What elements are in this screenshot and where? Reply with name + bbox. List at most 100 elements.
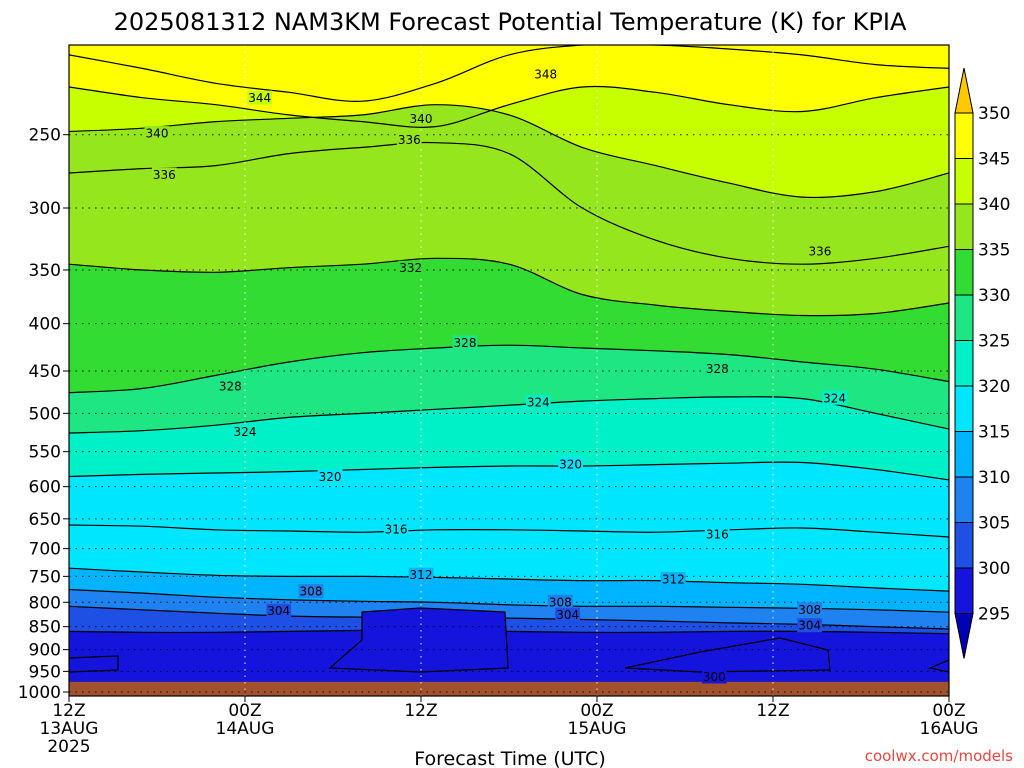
low-theta-pocket bbox=[328, 607, 509, 673]
contour-label-bg bbox=[408, 567, 434, 582]
isentrope-328 bbox=[69, 344, 949, 394]
colorbar-label: 310 bbox=[978, 468, 1010, 488]
contour-label-bg bbox=[398, 260, 424, 275]
low-theta-pocket bbox=[624, 637, 831, 673]
y-tick-label: 900 bbox=[29, 641, 61, 661]
contour-label: 312 bbox=[410, 568, 433, 582]
contour-label-bg bbox=[151, 167, 177, 182]
colorbar-segment bbox=[954, 158, 974, 205]
isentrope-320 bbox=[69, 461, 949, 481]
colorbar-label: 300 bbox=[978, 559, 1010, 579]
colorbar-segment bbox=[954, 203, 974, 250]
contour-label: 308 bbox=[549, 595, 572, 609]
x-tick-label: 00Z bbox=[932, 701, 965, 721]
contour-label: 312 bbox=[662, 573, 685, 587]
isentrope-312 bbox=[69, 567, 949, 592]
contour-label: 324 bbox=[234, 425, 257, 439]
colorbar: 350 345 340 335 330 325 320 315 310 305 300 295 bbox=[954, 67, 1010, 659]
contour-label-bg bbox=[558, 456, 583, 471]
contour-label: 340 bbox=[410, 112, 433, 126]
contour-label-bg bbox=[266, 603, 292, 618]
contour-label-bg bbox=[217, 378, 243, 393]
y-tick-label: 250 bbox=[29, 126, 61, 146]
colorbar-segment bbox=[954, 340, 974, 387]
contour-label: 328 bbox=[706, 362, 729, 376]
contour-label: 304 bbox=[556, 608, 579, 622]
isentrope-348 bbox=[69, 45, 949, 102]
contour-label-bg bbox=[144, 126, 170, 141]
contour-label-bg bbox=[555, 607, 581, 622]
y-tick-label: 600 bbox=[29, 478, 61, 498]
isentrope-340 bbox=[69, 104, 949, 199]
contour-label: 332 bbox=[399, 261, 422, 275]
colorbar-label: 330 bbox=[978, 286, 1010, 306]
contour-label-bg bbox=[232, 424, 258, 439]
contour-label-bg bbox=[807, 244, 833, 259]
contour-label: 320 bbox=[559, 457, 582, 471]
y-tick-label: 650 bbox=[29, 510, 61, 530]
contour-label-bg bbox=[797, 618, 823, 633]
theta-band bbox=[69, 462, 949, 537]
x-tick-label: 2025 bbox=[47, 737, 90, 757]
grid-lines bbox=[69, 45, 949, 696]
contour-label-bg bbox=[822, 390, 847, 405]
contour-labels: 348 344 340 340 336 336 336 332 328 328 328 324 324 3… bbox=[144, 67, 847, 684]
colorbar-segment bbox=[954, 522, 974, 569]
chart-title: 2025081312 NAM3KM Forecast Potential Tem… bbox=[114, 8, 907, 36]
colorbar-segment bbox=[954, 431, 974, 478]
colorbar-label: 350 bbox=[978, 104, 1010, 124]
colorbar-bottom-arrow bbox=[954, 613, 974, 659]
isentrope-336 bbox=[69, 141, 949, 265]
contour-label: 316 bbox=[385, 523, 408, 537]
y-tick-label: 1000 bbox=[18, 683, 61, 703]
contour-label: 308 bbox=[300, 585, 323, 599]
contour-label-bg bbox=[396, 132, 422, 147]
low-theta-pocket bbox=[927, 659, 949, 673]
theta-band bbox=[69, 104, 949, 265]
low-theta-pockets bbox=[69, 607, 949, 673]
y-tick-label: 550 bbox=[29, 443, 61, 463]
y-axis: 250 300 350 400 450 500 550 600 650 700 750 800 850 9… bbox=[18, 126, 69, 703]
theta-band bbox=[69, 606, 949, 634]
contour-label-bg bbox=[704, 361, 730, 376]
theta-band bbox=[69, 525, 949, 592]
contour-label: 328 bbox=[454, 336, 477, 350]
contour-label: 336 bbox=[153, 168, 176, 182]
x-tick-label: 12Z bbox=[756, 701, 789, 721]
contour-label-bg bbox=[452, 335, 478, 350]
y-tick-label: 350 bbox=[29, 261, 61, 281]
contour-label-bg bbox=[660, 572, 686, 587]
x-tick-label: 15AUG bbox=[568, 719, 627, 739]
colorbar-top-arrow bbox=[954, 67, 974, 114]
y-tick-label: 800 bbox=[29, 593, 61, 613]
colorbar-label: 340 bbox=[978, 195, 1010, 215]
colorbar-label: 295 bbox=[978, 605, 1010, 625]
contour-label: 300 bbox=[703, 670, 726, 684]
isentrope-316 bbox=[69, 524, 949, 538]
contour-label: 348 bbox=[534, 68, 557, 82]
colorbar-label: 345 bbox=[978, 150, 1010, 170]
contour-label: 344 bbox=[248, 91, 271, 105]
theta-band bbox=[69, 142, 949, 316]
contour-label-bg bbox=[317, 469, 343, 484]
colorbar-segment bbox=[954, 249, 974, 296]
contour-label-bg bbox=[533, 67, 559, 82]
colorbar-segment bbox=[954, 385, 974, 432]
ground-fill bbox=[69, 681, 949, 696]
y-tick-label: 300 bbox=[29, 199, 61, 219]
contour-label: 316 bbox=[706, 527, 729, 541]
isentrope-332 bbox=[69, 257, 949, 317]
x-tick-label: 13AUG bbox=[40, 719, 99, 739]
y-tick-label: 400 bbox=[29, 315, 61, 335]
theta-fill bbox=[69, 45, 949, 696]
x-tick-label: 12Z bbox=[52, 701, 85, 721]
x-axis-title: Forecast Time (UTC) bbox=[414, 748, 605, 768]
x-tick-label: 14AUG bbox=[216, 719, 275, 739]
theta-band bbox=[69, 568, 949, 613]
isentrope-324 bbox=[69, 396, 949, 434]
below-ground-fill bbox=[69, 681, 949, 696]
contour-label-bg bbox=[525, 394, 551, 409]
y-tick-label: 500 bbox=[29, 404, 61, 424]
